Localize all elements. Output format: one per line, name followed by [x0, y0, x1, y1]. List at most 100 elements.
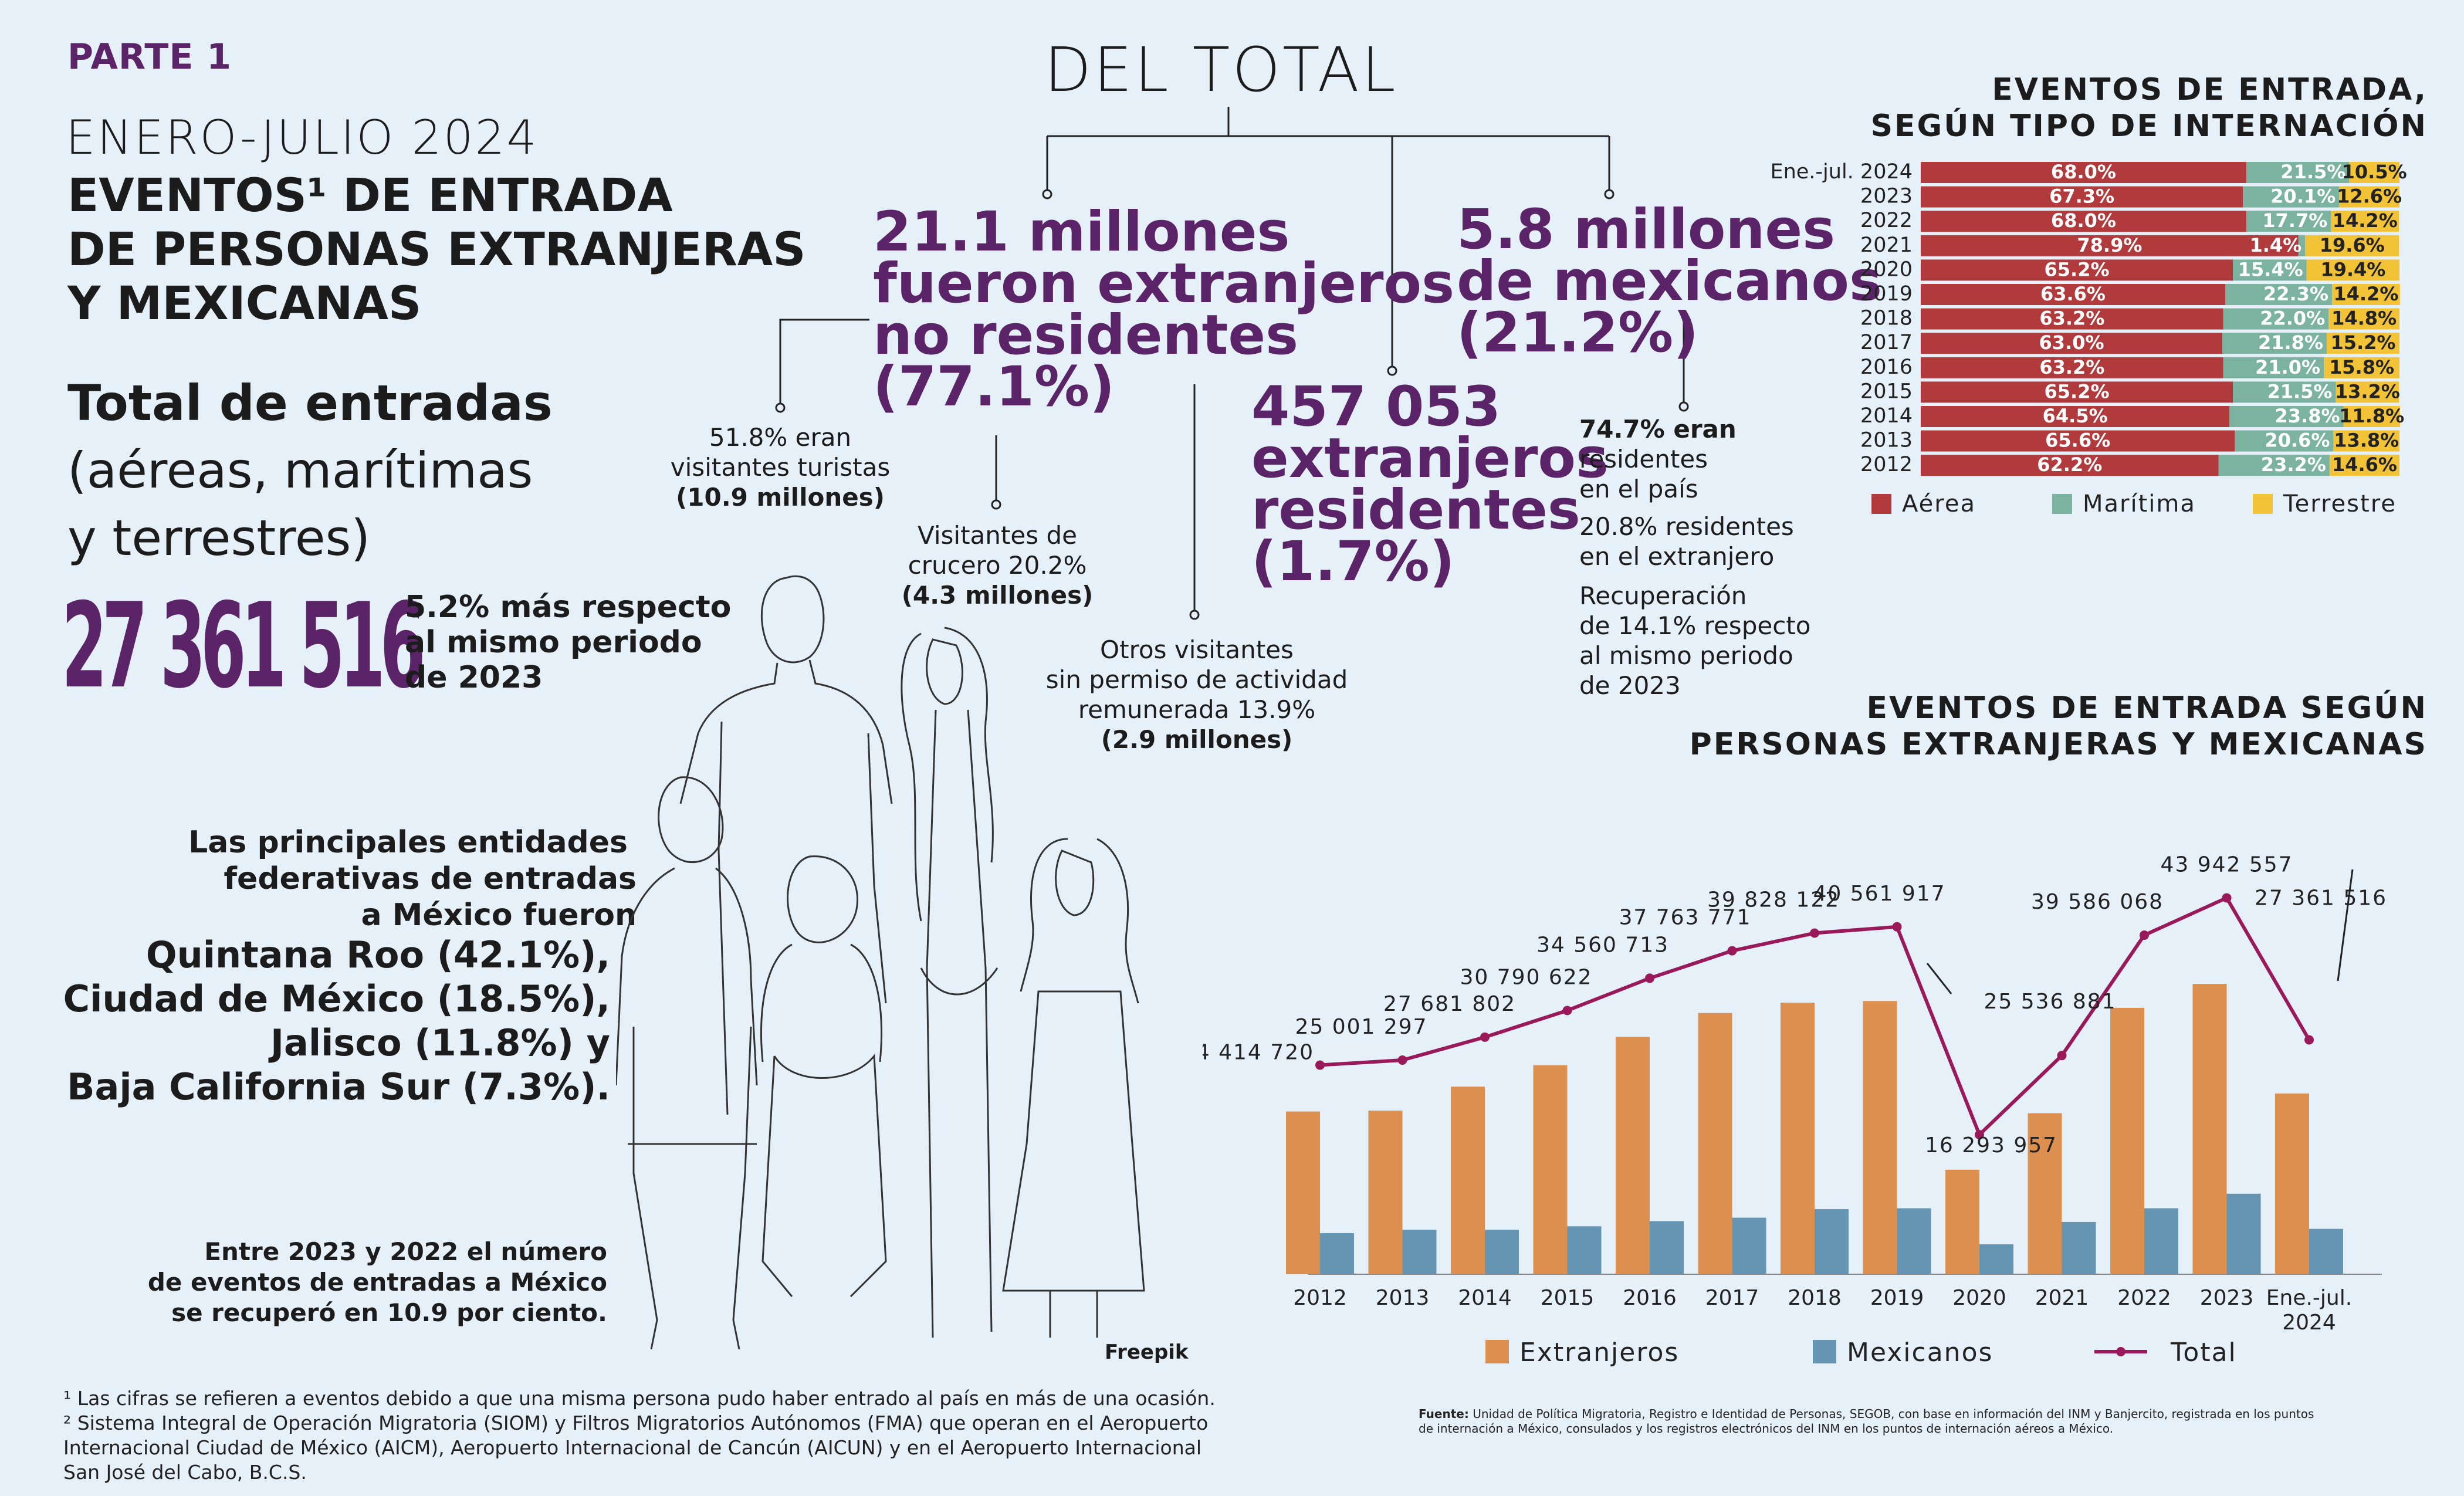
nonresidents-line: fueron extranjeros [873, 252, 1455, 316]
legend-label: Aérea [1902, 490, 1976, 517]
title-line: Y MEXICANAS [67, 277, 422, 330]
bar-extranjeros [2110, 1007, 2144, 1274]
x-tick-label: 2023 [2200, 1286, 2254, 1310]
bar-extranjeros [2275, 1093, 2309, 1274]
entity-line: Jalisco (11.8%) y [270, 1021, 610, 1064]
stacked-bar-segment-terrestre [2349, 162, 2399, 183]
tourists-line: (10.9 millones) [676, 483, 885, 512]
source-line: de internación a México, consulados y lo… [1419, 1421, 2114, 1436]
bar-mexicanos [2226, 1193, 2261, 1274]
others-note: Otros visitantes sin permiso de activida… [1021, 635, 1373, 754]
mex-country-line: residentes [1579, 445, 1708, 473]
mexicans-resident-abroad: 20.8% residentes en el extranjero [1579, 512, 1794, 571]
bar-extranjeros [1616, 1037, 1650, 1274]
stacked-bar-label: 63.2% [2039, 356, 2104, 378]
bar-extranjeros [1945, 1169, 1979, 1274]
stacked-bar-label: 62.2% [2037, 453, 2102, 476]
stacked-bar-segment-terrestre [2328, 308, 2399, 330]
combo-chart-title: EVENTOS DE ENTRADA SEGÚN PERSONAS EXTRAN… [1584, 690, 2428, 763]
stacked-bar-segment-aérea [1921, 284, 2225, 305]
stacked-bar-segment-terrestre [2331, 284, 2400, 305]
nonresidents-heading: 21.1 millones fueron extranjeros no resi… [873, 205, 1455, 415]
bar-extranjeros [1533, 1065, 1568, 1274]
stacked-bar-segment-terrestre [2326, 333, 2399, 354]
stacked-bar-label: 22.3% [2263, 283, 2328, 305]
stacked-bar-label: 13.2% [2335, 380, 2400, 402]
stacked-category-label: 2019 [1860, 282, 1913, 306]
stacked-bar-label: 20.1% [2270, 185, 2336, 208]
stacked-bar-label: 64.5% [2043, 405, 2108, 427]
label-leader-line [2337, 869, 2354, 981]
stacked-category-label: 2015 [1860, 380, 1913, 403]
bar-extranjeros [2028, 1113, 2062, 1274]
stacked-bar-segment-terrestre [2333, 430, 2399, 452]
stacked-bar-chart: Ene.-jul. 2024 68.0% 21.5%10.5%2023 67.3% 20… [1770, 160, 2407, 517]
stacked-bar-segment-marítima [2225, 284, 2332, 305]
bar-extranjeros [1286, 1111, 1320, 1274]
cruise-line: (4.3 millones) [901, 581, 1094, 610]
legend-label: Extranjeros [1519, 1338, 1679, 1368]
mexicans-line: (21.2%) [1457, 301, 1699, 365]
mexicans-heading: 5.8 millones de mexicanos (21.2%) [1457, 202, 1882, 365]
stacked-bar-label: 65.2% [2045, 380, 2110, 402]
entities-intro: Las principales entidades federativas de… [59, 824, 637, 933]
stacked-bar-segment-terrestre [2305, 235, 2399, 256]
legend-swatch-terrestre [2253, 494, 2273, 514]
stacked-bar-segment-aérea [1921, 211, 2246, 232]
stacked-title-line: EVENTOS DE ENTRADA, [1992, 72, 2428, 107]
stacked-bar-segment-aérea [1921, 333, 2223, 354]
stacked-category-label: 2016 [1860, 356, 1913, 379]
total-note-line: 5.2% más respecto [405, 590, 732, 625]
total-note: 5.2% más respecto al mismo periodo de 20… [405, 590, 731, 695]
mex-country-line: en el país [1579, 475, 1698, 503]
stacked-bar-segment-marítima [2233, 381, 2336, 403]
legend-swatch-total-point [2116, 1347, 2125, 1356]
bar-extranjeros [1698, 1013, 1732, 1274]
bar-mexicanos [1815, 1209, 1849, 1274]
recovery-line: Entre 2023 y 2022 el número [204, 1237, 607, 1266]
stacked-category-label: 2012 [1860, 453, 1913, 476]
total-value-label: 16 293 957 [1925, 1133, 2057, 1157]
source-note: Fuente: Unidad de Política Migratoria, R… [1419, 1407, 2314, 1436]
bar-mexicanos [2062, 1221, 2096, 1274]
x-tick-label: 2022 [2117, 1286, 2171, 1310]
stacked-bar-segment-terrestre [2329, 455, 2399, 476]
x-tick-label: 2016 [1623, 1286, 1677, 1310]
stacked-bar-label: 67.3% [2049, 185, 2114, 208]
part-label: PARTE 1 [67, 36, 232, 77]
subtitle-line: y terrestres) [67, 509, 371, 567]
others-line: remunerada 13.9% [1078, 695, 1316, 724]
stacked-bar-label: 14.6% [2332, 453, 2397, 476]
stacked-bar-segment-marítima [2243, 186, 2340, 208]
x-tick-label: 2017 [1705, 1286, 1759, 1310]
stacked-bar-label: 63.6% [2040, 283, 2106, 305]
stacked-bar-label: 1.4% [2249, 234, 2301, 256]
stacked-bar-label: 14.2% [2333, 283, 2398, 305]
mex-abroad-line: en el extranjero [1579, 542, 1775, 571]
family-illustration [616, 575, 1145, 1350]
x-tick-label: 2018 [1788, 1286, 1842, 1310]
mex-recovery-line: Recuperación [1579, 581, 1747, 610]
stacked-bar-label: 63.2% [2039, 307, 2104, 330]
stacked-bar-label: 21.5% [2267, 380, 2332, 402]
total-note-line: de 2023 [405, 660, 543, 695]
residents-line: (1.7%) [1251, 530, 1455, 594]
total-value-label: 34 560 713 [1536, 933, 1669, 957]
stacked-bar-label: 65.2% [2045, 258, 2110, 280]
mexicans-recovery: Recuperación de 14.1% respecto al mismo … [1579, 581, 1810, 700]
stacked-bar-label: 23.8% [2275, 405, 2340, 427]
bar-mexicanos [1650, 1221, 1684, 1274]
entity-line: Baja California Sur (7.3%). [67, 1065, 610, 1108]
residents-heading: 457 053 extranjeros residentes (1.7%) [1251, 380, 1609, 594]
label-leader-line [1926, 963, 1952, 994]
total-value-label: 24 414 720 [1203, 1041, 1314, 1065]
stacked-bar-label: 15.4% [2238, 258, 2303, 280]
stacked-bar-segment-marítima [2298, 235, 2306, 256]
subtitle-line: (aéreas, marítimas [67, 442, 533, 499]
stacked-bar-segment-aérea [1921, 455, 2219, 476]
others-line: sin permiso de actividad [1045, 665, 1348, 694]
stacked-bar-label: 22.0% [2260, 307, 2325, 330]
total-point [1480, 1032, 1490, 1042]
stacked-category-label: 2017 [1860, 331, 1913, 354]
